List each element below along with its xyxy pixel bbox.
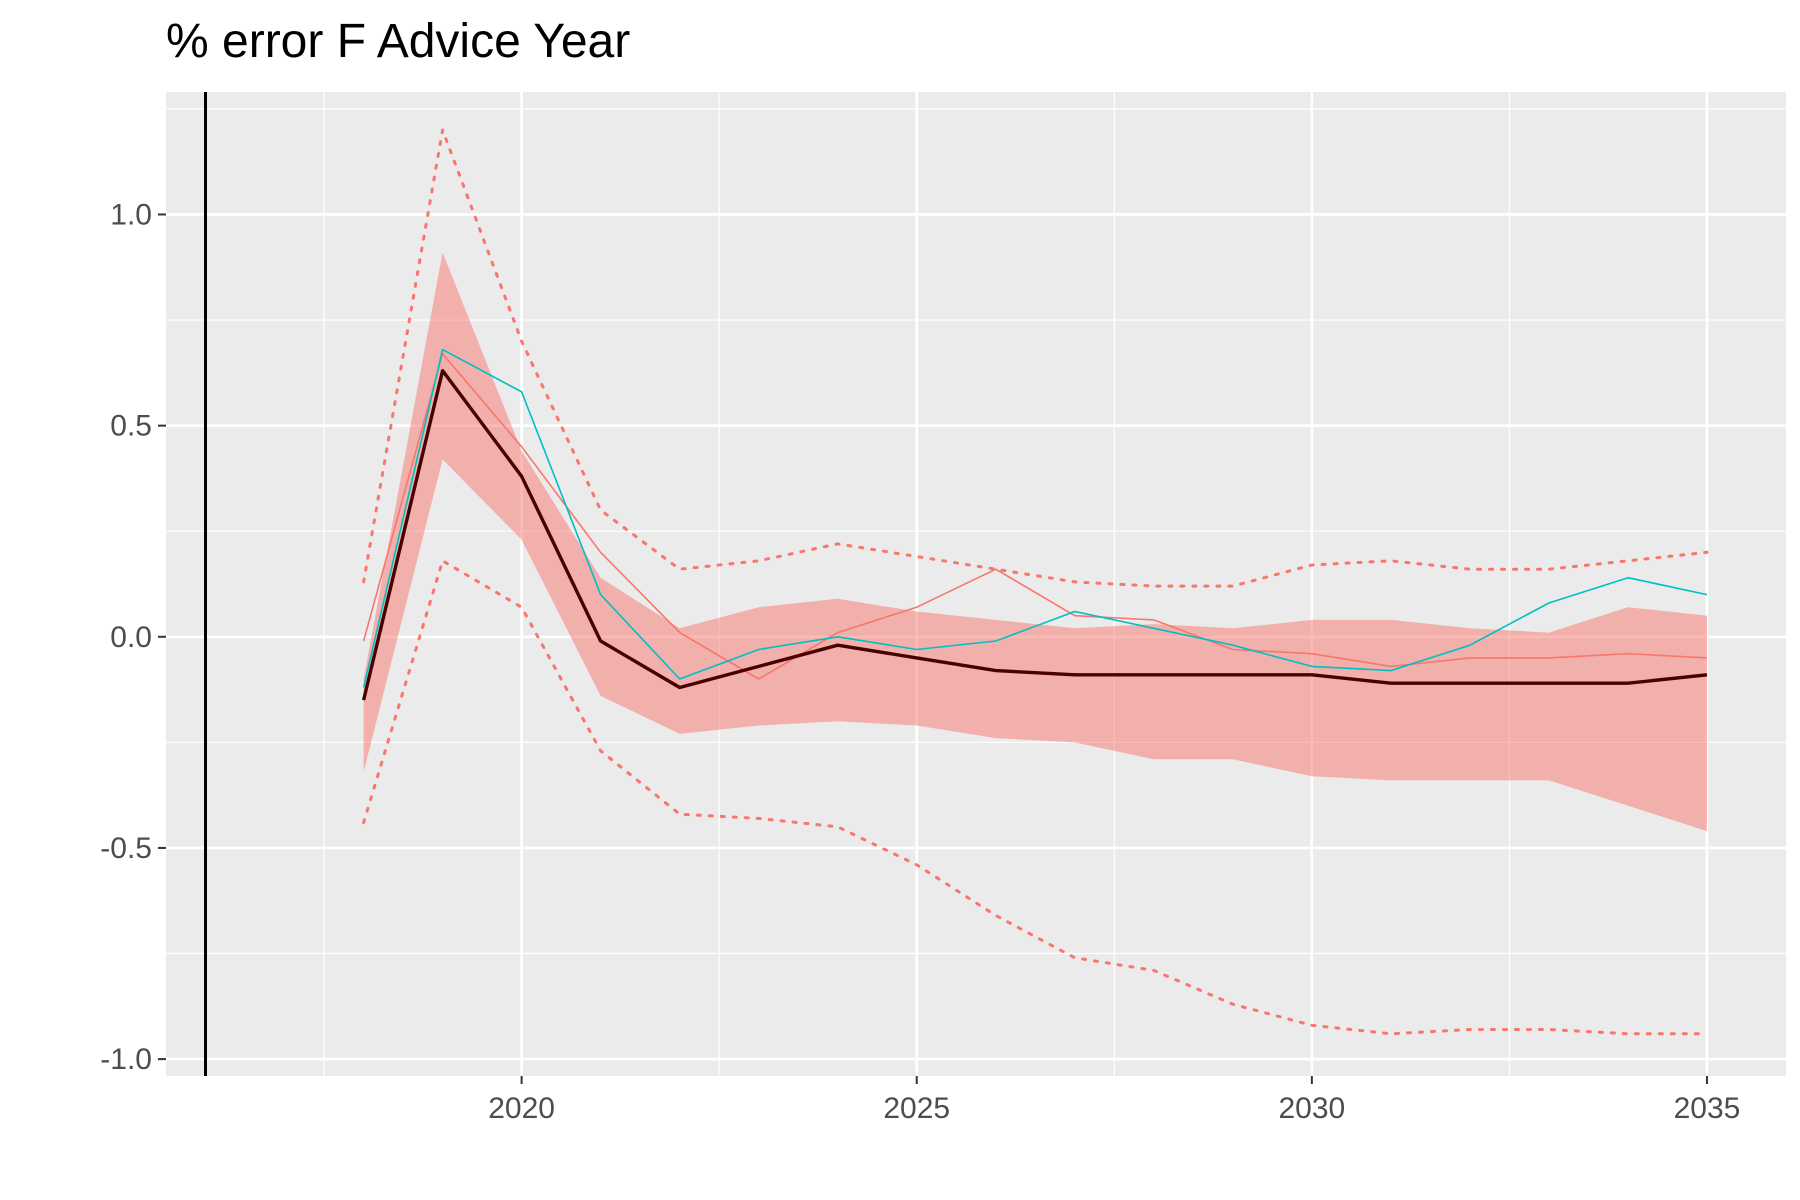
y-tick-label: 0.5	[110, 410, 152, 443]
series-line-4	[362, 348, 1708, 688]
x-tick-label: 2035	[1674, 1092, 1741, 1125]
plot-panel	[166, 92, 1786, 1076]
y-tick-label: 1.0	[110, 198, 152, 231]
series-line-2	[362, 559, 1709, 1036]
chart-title: % error F Advice Year	[166, 15, 631, 68]
uncertainty-ribbon	[363, 252, 1708, 832]
series-line-3	[362, 352, 1708, 680]
series-line-0	[361, 369, 1708, 701]
y-tick-label: -0.5	[100, 832, 152, 865]
series-line-1	[362, 128, 1709, 588]
x-tick-label: 2025	[883, 1092, 950, 1125]
x-tick-label: 2030	[1278, 1092, 1345, 1125]
y-tick-label: 0.0	[110, 621, 152, 654]
x-tick-label: 2020	[488, 1092, 555, 1125]
y-tick-label: -1.0	[100, 1043, 152, 1076]
